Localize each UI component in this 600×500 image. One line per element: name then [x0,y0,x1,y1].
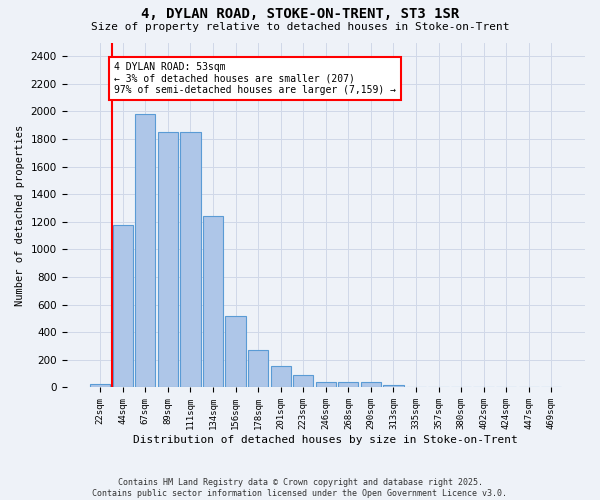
Bar [226,316,246,388]
Text: Size of property relative to detached houses in Stoke-on-Trent: Size of property relative to detached ho… [91,22,509,32]
Bar [158,132,178,388]
Bar [90,384,110,388]
Text: Contains HM Land Registry data © Crown copyright and database right 2025.
Contai: Contains HM Land Registry data © Crown c… [92,478,508,498]
Bar [451,387,471,388]
Text: 4, DYLAN ROAD, STOKE-ON-TRENT, ST3 1SR: 4, DYLAN ROAD, STOKE-ON-TRENT, ST3 1SR [141,8,459,22]
Bar [293,375,313,388]
Bar [406,387,426,388]
Bar [271,366,291,388]
Bar [428,387,449,388]
Bar [316,382,336,388]
Bar [135,114,155,388]
Bar [181,132,200,388]
Bar [383,384,404,388]
Bar [203,216,223,388]
Bar [361,382,381,388]
Y-axis label: Number of detached properties: Number of detached properties [15,124,25,306]
Bar [248,350,268,388]
Text: 4 DYLAN ROAD: 53sqm
← 3% of detached houses are smaller (207)
97% of semi-detach: 4 DYLAN ROAD: 53sqm ← 3% of detached hou… [114,62,396,95]
Bar [338,382,358,388]
X-axis label: Distribution of detached houses by size in Stoke-on-Trent: Distribution of detached houses by size … [133,435,518,445]
Bar [473,387,494,388]
Bar [113,226,133,388]
